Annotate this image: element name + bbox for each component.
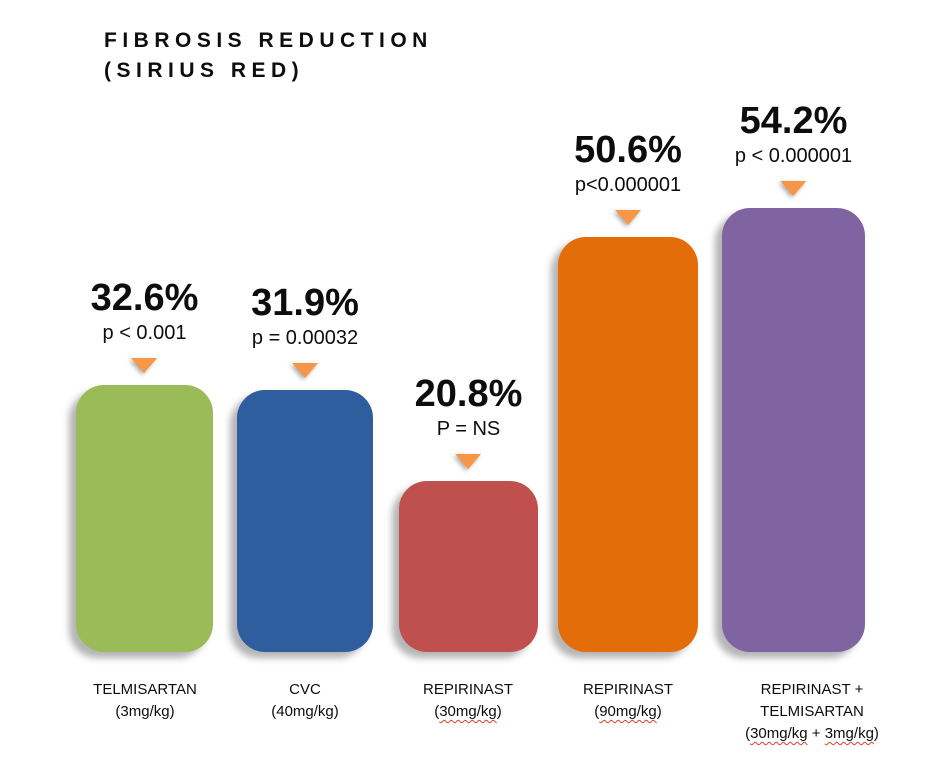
- bar-value-label: 20.8%: [414, 373, 523, 416]
- bar-value-label: 50.6%: [574, 129, 682, 172]
- bar-annotation: 54.2% p < 0.000001: [734, 100, 853, 196]
- bar-category-label: REPIRINAST (90mg/kg): [513, 679, 743, 723]
- bar-category-label-line: (30mg/kg + 3mg/kg): [697, 723, 927, 745]
- label-text: +: [807, 725, 825, 742]
- bar-category-label-line: (90mg/kg): [513, 701, 743, 723]
- label-text: TELMISARTAN: [93, 681, 197, 698]
- spellcheck-flagged-text: 30mg/kg: [439, 703, 497, 720]
- bar-category-label: REPIRINAST + TELMISARTAN (30mg/kg + 3mg/kg…: [697, 679, 927, 745]
- bar-category-label-line: TELMISARTAN: [30, 679, 260, 701]
- bar-category-label: TELMISARTAN (3mg/kg): [30, 679, 260, 723]
- bar-value-label: 54.2%: [739, 100, 848, 143]
- arrow-down-icon: [292, 363, 318, 378]
- bar-pvalue-label: p < 0.001: [102, 322, 187, 344]
- label-text: TELMISARTAN: [760, 703, 864, 720]
- arrow-down-icon: [131, 358, 158, 373]
- spellcheck-flagged-text: 3mg/kg: [824, 725, 874, 742]
- chart-title-line-2: (SIRIUS RED): [104, 59, 305, 82]
- bar-category-label-line: (3mg/kg): [30, 701, 260, 723]
- bar-pvalue-label: p < 0.000001: [734, 145, 853, 167]
- arrow-down-icon: [780, 181, 807, 196]
- chart-title: FIBROSIS REDUCTION (SIRIUS RED): [104, 26, 433, 86]
- bar-annotation: 20.8% P = NS: [414, 373, 523, 469]
- spellcheck-flagged-text: 30mg/kg: [750, 725, 808, 742]
- chart-title-line-1: FIBROSIS REDUCTION: [104, 29, 433, 52]
- label-text: REPIRINAST: [582, 681, 673, 698]
- arrow-down-icon: [455, 454, 482, 469]
- spellcheck-flagged-text: 90mg/kg: [599, 703, 657, 720]
- bar: [722, 208, 865, 652]
- bar-category-label-line: (40mg/kg): [190, 701, 420, 723]
- bar-pvalue-label: p = 0.00032: [251, 327, 359, 349]
- label-text: (: [594, 703, 600, 720]
- bar-category-label: REPIRINAST (30mg/kg): [353, 679, 583, 723]
- bar-category-label-line: CVC: [190, 679, 420, 701]
- bar-category-label: CVC (40mg/kg): [190, 679, 420, 723]
- label-text: (40mg/kg): [271, 703, 339, 720]
- bar-annotation: 31.9% p = 0.00032: [251, 282, 359, 378]
- bar-annotation: 32.6% p < 0.001: [90, 277, 199, 373]
- bar: [558, 237, 698, 652]
- bar-category-label-line: (30mg/kg): [353, 701, 583, 723]
- label-text: REPIRINAST +: [760, 681, 864, 698]
- bar-value-label: 31.9%: [251, 282, 359, 325]
- bar-category-label-line: REPIRINAST +: [697, 679, 927, 701]
- arrow-down-icon: [615, 210, 641, 225]
- label-text: ): [496, 703, 502, 720]
- bar-value-label: 32.6%: [90, 277, 199, 320]
- label-text: ): [873, 725, 879, 742]
- bar: [237, 390, 373, 652]
- label-text: (: [745, 725, 751, 742]
- bar-category-label-line: REPIRINAST: [353, 679, 583, 701]
- label-text: ): [656, 703, 662, 720]
- bar: [76, 385, 213, 652]
- bar-annotation: 50.6% p<0.000001: [574, 129, 682, 225]
- label-text: CVC: [289, 681, 321, 698]
- bar-category-label-line: TELMISARTAN: [697, 701, 927, 723]
- bar-pvalue-label: P = NS: [436, 418, 501, 440]
- label-text: (: [434, 703, 440, 720]
- bar-pvalue-label: p<0.000001: [574, 174, 682, 196]
- bar-category-label-line: REPIRINAST: [513, 679, 743, 701]
- label-text: (3mg/kg): [115, 703, 175, 720]
- label-text: REPIRINAST: [422, 681, 513, 698]
- bar: [399, 481, 538, 652]
